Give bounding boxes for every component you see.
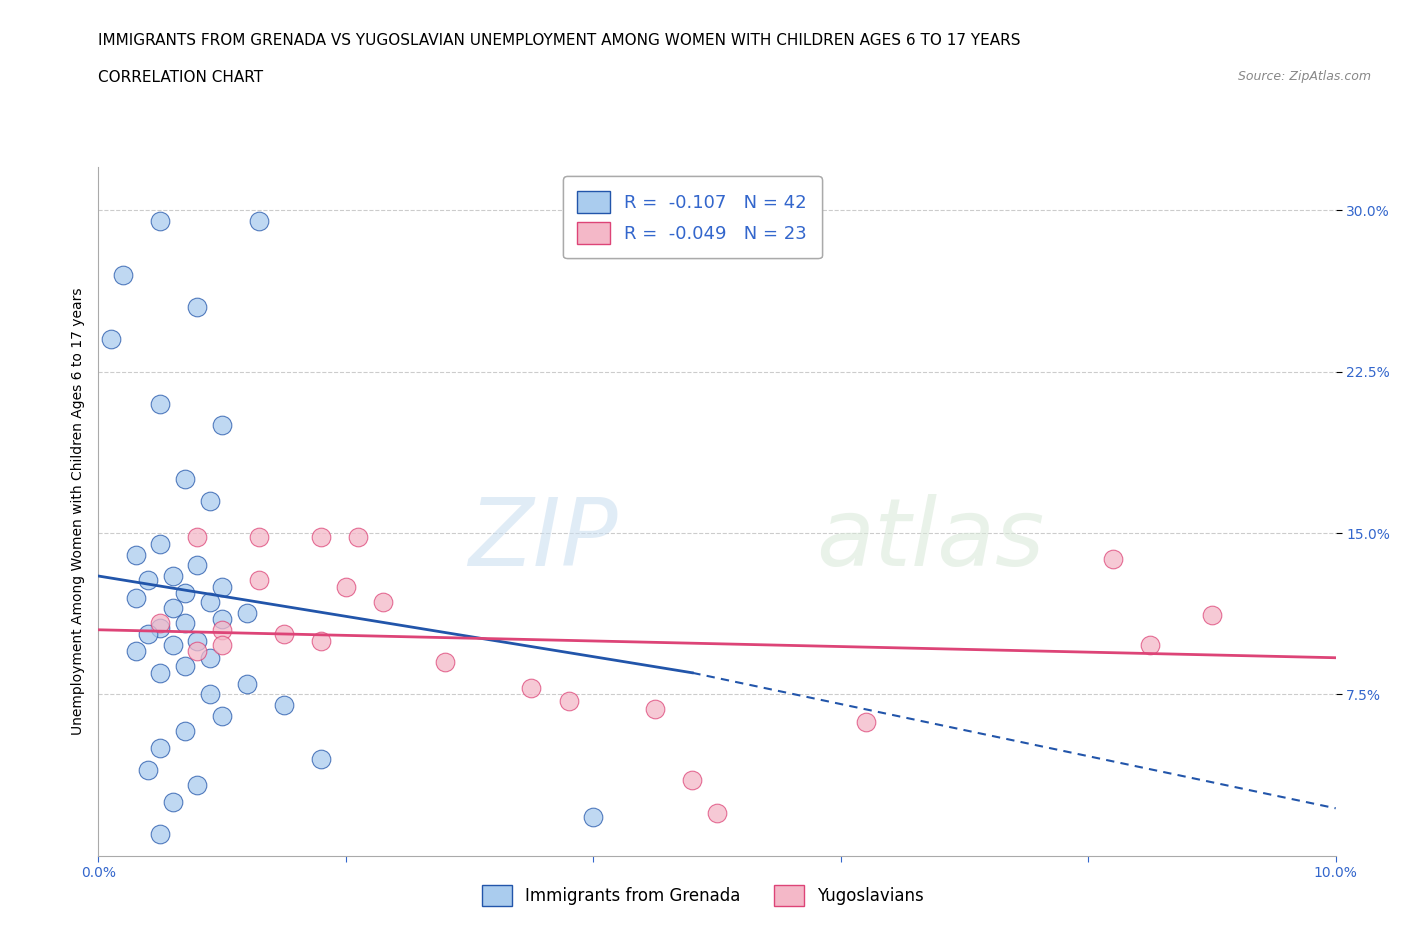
Point <box>273 698 295 712</box>
Point <box>273 627 295 642</box>
Point <box>149 214 172 229</box>
Point <box>211 622 233 637</box>
Point <box>149 396 172 411</box>
Point <box>162 601 184 616</box>
Legend: R =  -0.107   N = 42, R =  -0.049   N = 23: R = -0.107 N = 42, R = -0.049 N = 23 <box>562 177 821 259</box>
Point <box>211 637 233 652</box>
Text: CORRELATION CHART: CORRELATION CHART <box>98 70 263 85</box>
Point <box>211 579 233 594</box>
Point <box>162 637 184 652</box>
Point <box>198 594 221 609</box>
Point <box>136 627 159 642</box>
Point <box>124 644 146 658</box>
Point <box>371 594 394 609</box>
Point <box>174 616 197 631</box>
Point <box>198 493 221 508</box>
Point <box>162 568 184 583</box>
Point <box>174 659 197 674</box>
Text: Source: ZipAtlas.com: Source: ZipAtlas.com <box>1237 70 1371 83</box>
Point <box>186 633 208 648</box>
Point <box>309 530 332 545</box>
Point <box>100 332 122 347</box>
Point <box>236 605 259 620</box>
Point <box>174 472 197 486</box>
Point <box>247 573 270 588</box>
Point <box>855 715 877 730</box>
Point <box>198 687 221 702</box>
Point <box>520 681 543 696</box>
Point <box>247 214 270 229</box>
Point <box>644 702 666 717</box>
Point <box>247 530 270 545</box>
Point <box>582 809 605 824</box>
Point <box>211 612 233 627</box>
Point <box>149 616 172 631</box>
Point <box>124 591 146 605</box>
Point <box>136 763 159 777</box>
Point <box>149 620 172 635</box>
Point <box>186 644 208 658</box>
Point <box>211 418 233 433</box>
Point <box>309 633 332 648</box>
Point <box>174 586 197 601</box>
Point <box>186 299 208 314</box>
Point <box>236 676 259 691</box>
Point <box>681 773 703 788</box>
Y-axis label: Unemployment Among Women with Children Ages 6 to 17 years: Unemployment Among Women with Children A… <box>72 287 86 736</box>
Point <box>149 827 172 842</box>
Point <box>557 694 579 709</box>
Point <box>1201 607 1223 622</box>
Point <box>1102 551 1125 566</box>
Point <box>174 724 197 738</box>
Point <box>149 537 172 551</box>
Point <box>1139 637 1161 652</box>
Point <box>112 268 135 283</box>
Text: IMMIGRANTS FROM GRENADA VS YUGOSLAVIAN UNEMPLOYMENT AMONG WOMEN WITH CHILDREN AG: IMMIGRANTS FROM GRENADA VS YUGOSLAVIAN U… <box>98 33 1021 47</box>
Point <box>309 751 332 766</box>
Point <box>149 740 172 755</box>
Point <box>347 530 370 545</box>
Legend: Immigrants from Grenada, Yugoslavians: Immigrants from Grenada, Yugoslavians <box>475 879 931 912</box>
Point <box>149 665 172 680</box>
Point <box>186 777 208 792</box>
Point <box>186 530 208 545</box>
Point <box>136 573 159 588</box>
Point <box>211 709 233 724</box>
Point <box>335 579 357 594</box>
Point <box>433 655 456 670</box>
Point <box>124 547 146 562</box>
Point <box>706 805 728 820</box>
Point <box>186 558 208 573</box>
Text: atlas: atlas <box>815 494 1045 585</box>
Point <box>162 794 184 809</box>
Text: ZIP: ZIP <box>468 494 619 585</box>
Point <box>198 650 221 665</box>
